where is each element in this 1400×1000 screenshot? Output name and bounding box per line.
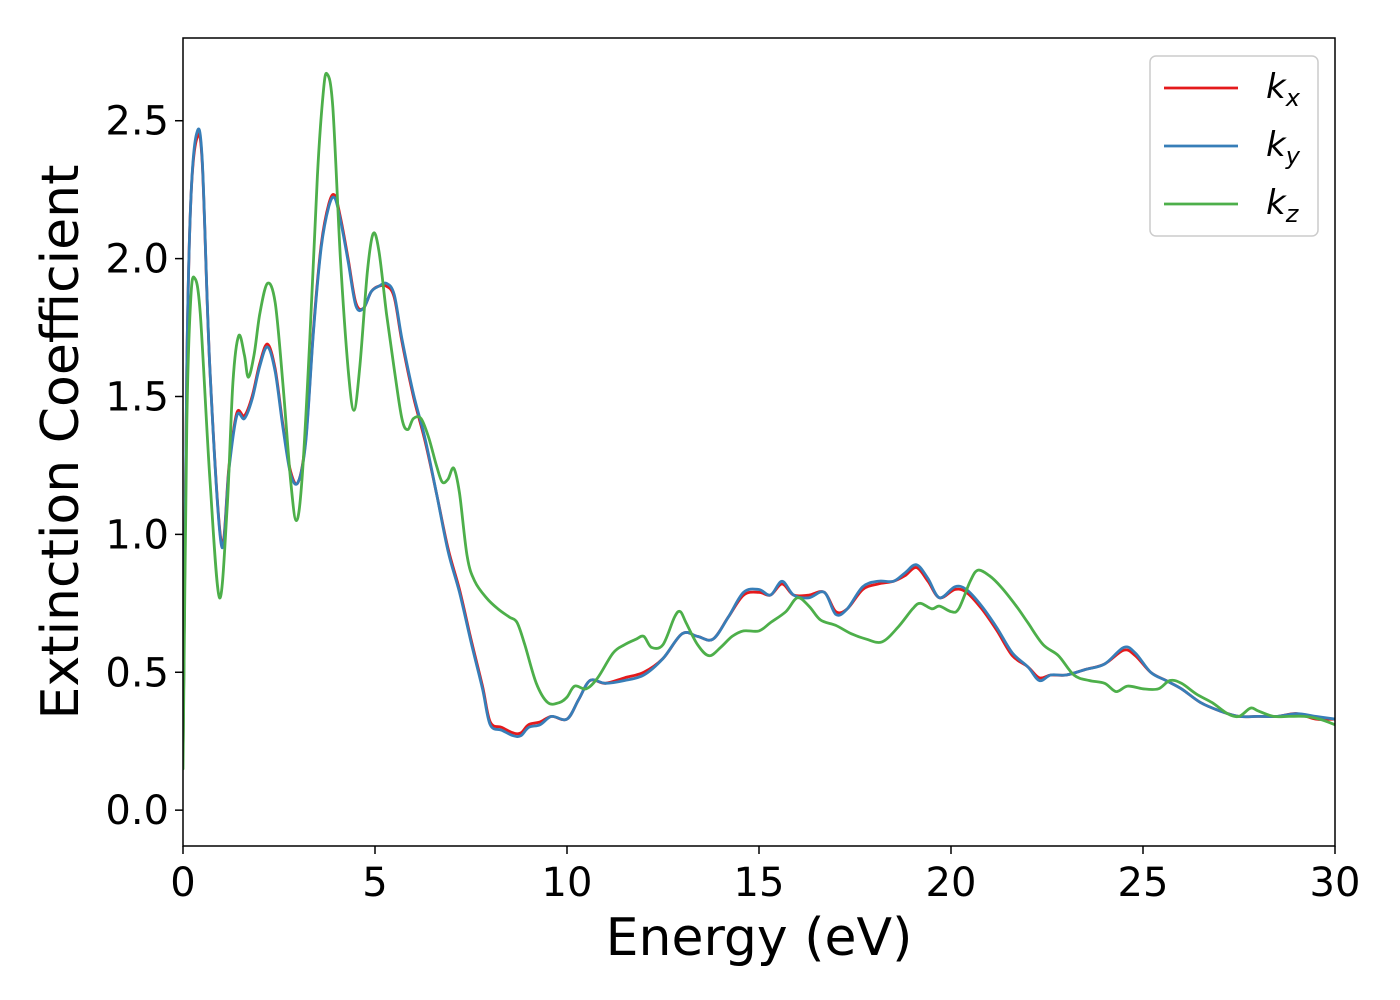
legend-label-x: kx bbox=[1266, 67, 1301, 112]
series-line-ky bbox=[183, 127, 1335, 757]
x-tick-label: 15 bbox=[734, 860, 785, 906]
series-layer bbox=[183, 71, 1335, 771]
x-tick-label: 0 bbox=[170, 860, 195, 906]
y-tick-label: 0.5 bbox=[105, 650, 169, 696]
legend-label-y: ky bbox=[1266, 125, 1301, 170]
y-tick-label: 1.5 bbox=[105, 374, 169, 420]
series-line-kz bbox=[183, 71, 1335, 771]
legend: kx ky kz bbox=[1149, 55, 1319, 237]
x-tick-label: 5 bbox=[362, 860, 387, 906]
x-tick-label: 30 bbox=[1310, 860, 1361, 906]
y-axis: 0.0 0.5 1.0 1.5 2.0 2.5 bbox=[105, 99, 183, 834]
x-tick-label: 20 bbox=[926, 860, 977, 906]
x-axis: 0 5 10 15 20 25 30 bbox=[170, 846, 1360, 906]
y-axis-label: Extinction Coefficient bbox=[31, 165, 91, 720]
y-tick-label: 1.0 bbox=[105, 512, 169, 558]
x-axis-label: Energy (eV) bbox=[606, 908, 913, 968]
y-tick-label: 2.0 bbox=[105, 237, 169, 283]
x-tick-label: 25 bbox=[1118, 860, 1169, 906]
y-tick-label: 0.0 bbox=[105, 788, 169, 834]
y-tick-label: 2.5 bbox=[105, 99, 169, 145]
legend-label-z: kz bbox=[1266, 183, 1300, 228]
x-tick-label: 10 bbox=[542, 860, 593, 906]
